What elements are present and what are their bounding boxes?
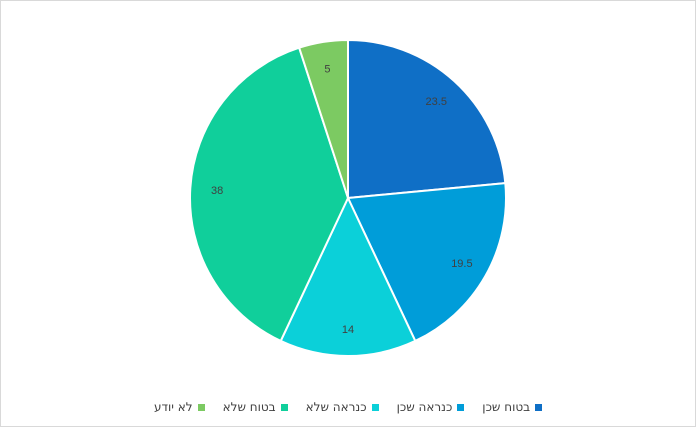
legend-swatch bbox=[535, 403, 543, 411]
legend-label: לא יודע bbox=[153, 400, 193, 414]
pie-slice-4 bbox=[189, 46, 350, 343]
pie-slice-2 bbox=[346, 182, 507, 343]
legend-label: בטוח שכן bbox=[482, 400, 531, 414]
legend-swatch bbox=[371, 403, 379, 411]
data-label-4: 38 bbox=[211, 185, 223, 197]
pie-slice-5 bbox=[297, 38, 349, 199]
legend-item-3: כנראה שלא bbox=[306, 400, 379, 414]
legend-swatch bbox=[197, 403, 205, 411]
legend-label: כנראה שכן bbox=[396, 400, 453, 414]
legend-item-4: בטוח שלא bbox=[223, 400, 288, 414]
pie-slice-1 bbox=[347, 38, 507, 200]
pie-slice-3 bbox=[279, 195, 417, 357]
legend-item-2: כנראה שכן bbox=[397, 400, 465, 414]
legend-label: כנראה שלא bbox=[305, 400, 367, 414]
legend-item-1: בטוח שכן bbox=[482, 400, 543, 414]
data-label-2: 19.5 bbox=[451, 258, 472, 270]
data-label-1: 23.5 bbox=[426, 96, 447, 108]
data-label-5: 5 bbox=[324, 63, 330, 75]
legend-swatch bbox=[280, 403, 288, 411]
legend-swatch bbox=[457, 403, 465, 411]
data-label-3: 14 bbox=[342, 324, 354, 336]
legend-label: בטוח שלא bbox=[222, 400, 276, 414]
legend-item-5: לא יודע bbox=[154, 400, 205, 414]
legend: בטוח שכן כנראה שכן כנראה שלא בטוח שלא לא יוד… bbox=[0, 398, 696, 416]
